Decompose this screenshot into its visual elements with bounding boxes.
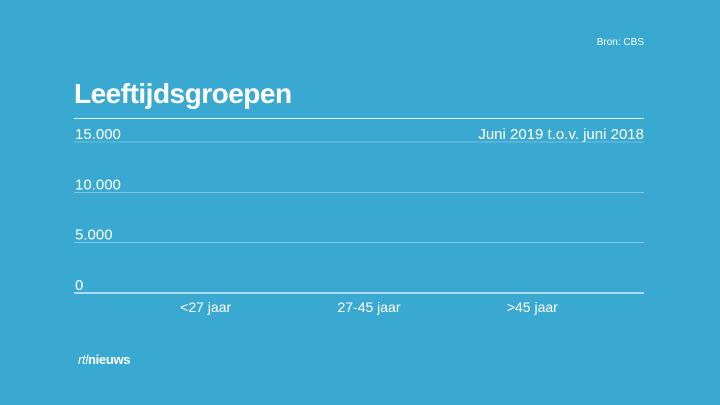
y-tick-label: 0 <box>75 277 83 294</box>
logo-nieuws: nieuws <box>87 352 131 367</box>
y-tick-label: 5.000 <box>75 227 113 244</box>
x-category-label: >45 jaar <box>507 299 558 315</box>
chart-subtitle: Juni 2019 t.o.v. juni 2018 <box>478 126 644 143</box>
y-tick-label: 10.000 <box>75 176 121 193</box>
x-category-label: <27 jaar <box>180 299 231 315</box>
rtl-nieuws-logo: rtl nieuws <box>78 352 131 367</box>
y-tick-label: 15.000 <box>75 126 121 143</box>
logo-rtl: rtl <box>78 352 88 367</box>
title-divider <box>74 118 644 119</box>
x-category-label: 27-45 jaar <box>337 299 400 315</box>
chart-title: Leeftijdsgroepen <box>74 78 292 109</box>
source-label: Bron: CBS <box>596 37 644 48</box>
